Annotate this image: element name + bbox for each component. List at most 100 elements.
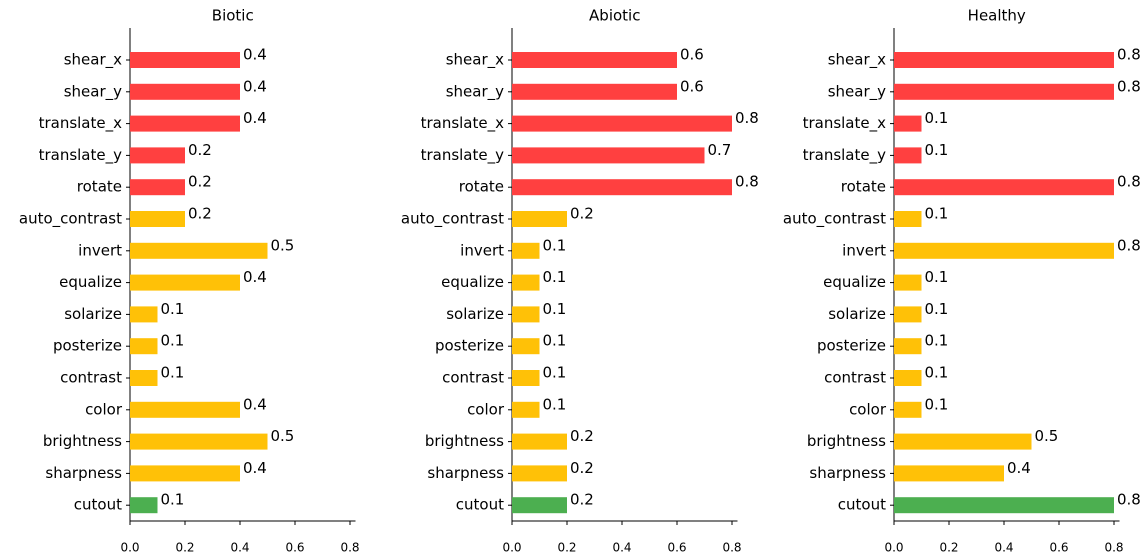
bar [894,211,922,227]
value-label: 0.2 [570,491,594,509]
bar [130,83,240,100]
chart-title: Biotic [212,7,254,25]
y-tick-label: brightness [807,432,886,450]
value-label: 0.1 [543,300,567,318]
y-tick-label: invert [842,241,886,259]
bar [894,401,922,418]
value-label: 0.1 [925,332,949,350]
bar [894,274,922,291]
bar [894,370,922,386]
value-label: 0.1 [925,395,949,413]
value-label: 0.5 [271,427,295,445]
y-tick-label: contrast [442,369,504,387]
y-tick-label: brightness [43,432,122,450]
y-tick-label: rotate [77,178,122,196]
bar [894,179,1114,196]
y-tick-label: solarize [828,305,886,323]
y-tick-label: auto_contrast [783,210,886,229]
value-label: 0.2 [570,459,594,477]
y-tick-label: auto_contrast [401,210,504,229]
y-tick-label: equalize [59,273,122,291]
y-tick-label: shear_x [64,51,122,70]
value-label: 0.5 [271,236,295,254]
value-label: 0.7 [708,141,732,159]
x-tick-label: 0.0 [502,541,521,555]
y-tick-label: equalize [823,273,886,291]
x-tick-label: 0.4 [994,541,1013,555]
x-tick-label: 0.8 [1104,541,1123,555]
x-tick-label: 0.6 [667,541,686,555]
value-label: 0.2 [570,427,594,445]
y-tick-label: translate_y [803,146,887,165]
bar [512,370,540,386]
bar [130,242,268,259]
y-tick-label: translate_x [803,114,887,133]
bar [130,274,240,291]
value-label: 0.2 [188,173,212,191]
y-tick-label: contrast [824,369,886,387]
y-tick-label: sharpness [427,464,504,482]
y-tick-label: invert [460,241,504,259]
chart-title: Abiotic [589,7,640,25]
value-label: 0.8 [1117,491,1141,509]
y-tick-label: cutout [838,496,886,514]
value-label: 0.1 [925,268,949,286]
value-label: 0.1 [925,300,949,318]
y-tick-label: shear_y [446,82,504,101]
value-label: 0.8 [735,109,759,127]
value-label: 0.4 [243,395,267,413]
bar [894,83,1114,100]
y-tick-label: cutout [456,496,504,514]
value-label: 0.4 [243,77,267,95]
bar [130,179,185,196]
y-tick-label: solarize [64,305,122,323]
bar [130,338,158,355]
bar [512,115,732,132]
value-label: 0.1 [161,300,185,318]
bar [130,370,158,386]
y-tick-label: invert [78,241,122,259]
bar [130,52,240,68]
x-tick-label: 0.8 [722,541,741,555]
value-label: 0.2 [570,205,594,223]
value-label: 0.8 [1117,173,1141,191]
value-label: 0.8 [735,173,759,191]
x-tick-label: 0.0 [120,541,139,555]
bar [894,242,1114,259]
bar [894,465,1004,482]
value-label: 0.1 [543,395,567,413]
x-tick-label: 0.2 [175,541,194,555]
value-label: 0.4 [243,268,267,286]
value-label: 0.1 [543,364,567,382]
value-label: 0.6 [680,77,704,95]
bar [512,465,567,482]
value-label: 0.1 [161,364,185,382]
y-tick-label: auto_contrast [19,210,122,229]
bar [512,211,567,227]
bar [894,497,1114,514]
x-tick-label: 0.6 [285,541,304,555]
y-tick-label: rotate [841,178,886,196]
y-tick-label: sharpness [809,464,886,482]
bar [512,497,567,514]
value-label: 0.1 [925,109,949,127]
bar [512,179,732,196]
x-tick-label: 0.2 [939,541,958,555]
bar [512,274,540,291]
x-tick-label: 0.6 [1049,541,1068,555]
x-tick-label: 0.4 [612,541,631,555]
bar [130,465,240,482]
y-tick-label: posterize [817,337,886,355]
value-label: 0.4 [243,46,267,64]
y-tick-label: cutout [74,496,122,514]
value-label: 0.1 [161,332,185,350]
y-tick-label: contrast [60,369,122,387]
bar [512,433,567,450]
bar [130,211,185,227]
value-label: 0.2 [188,141,212,159]
y-tick-label: rotate [459,178,504,196]
bar [512,83,677,100]
bar [130,306,158,323]
bar [512,242,540,259]
